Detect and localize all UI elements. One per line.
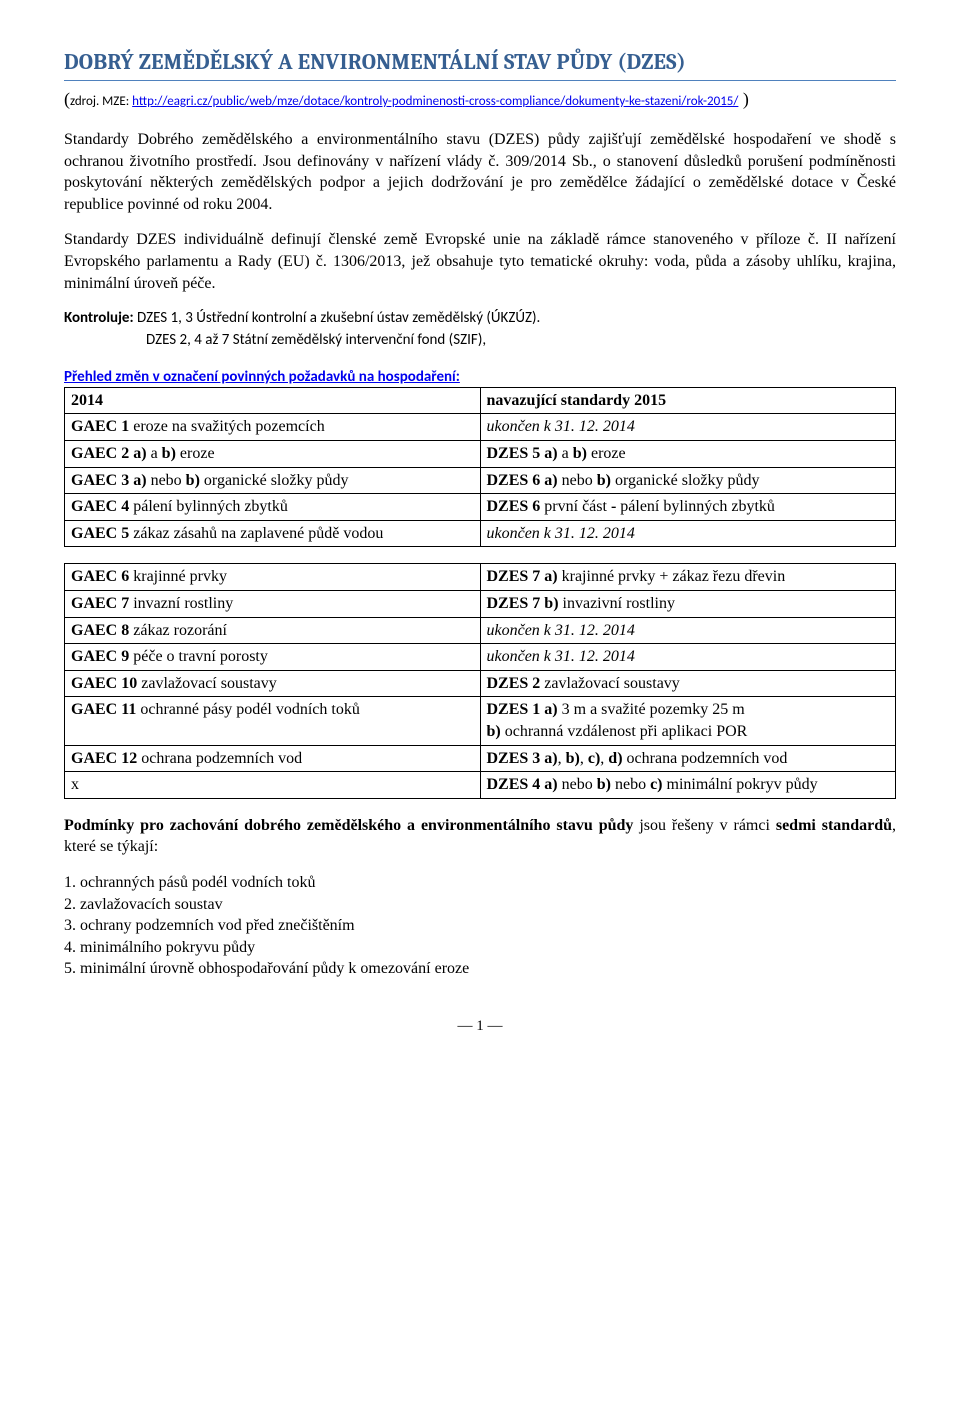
table-cell-right: DZES 7 a) krajinné prvky + zákaz řezu dř… bbox=[480, 564, 896, 591]
cond-bold-1: Podmínky pro zachování dobrého zemědělsk… bbox=[64, 817, 633, 834]
changes-table-2: GAEC 6 krajinné prvkyDZES 7 a) krajinné … bbox=[64, 563, 896, 798]
table-row: 2014navazující standardy 2015 bbox=[65, 387, 896, 414]
table-row: GAEC 7 invazní rostlinyDZES 7 b) invaziv… bbox=[65, 591, 896, 618]
source-url-link[interactable]: http://eagri.cz/public/web/mze/dotace/ko… bbox=[132, 94, 738, 109]
table-row: GAEC 10 zavlažovací soustavyDZES 2 zavla… bbox=[65, 670, 896, 697]
source-line: (zdroj. MZE: http://eagri.cz/public/web/… bbox=[64, 87, 896, 111]
conditions-paragraph: Podmínky pro zachování dobrého zemědělsk… bbox=[64, 815, 896, 858]
list-item: 4. minimálního pokryvu půdy bbox=[64, 937, 896, 959]
list-item: 1. ochranných pásů podél vodních toků bbox=[64, 872, 896, 894]
numbered-list: 1. ochranných pásů podél vodních toků2. … bbox=[64, 872, 896, 980]
table-cell-left: GAEC 10 zavlažovací soustavy bbox=[65, 670, 481, 697]
list-item: 2. zavlažovacích soustav bbox=[64, 894, 896, 916]
table-cell-left: GAEC 9 péče o travní porosty bbox=[65, 644, 481, 671]
table-row: GAEC 1 eroze na svažitých pozemcíchukonč… bbox=[65, 414, 896, 441]
kontroluje-line-2: DZES 2, 4 až 7 Státní zemědělský interve… bbox=[146, 330, 896, 350]
changes-table-1: 2014navazující standardy 2015GAEC 1 eroz… bbox=[64, 387, 896, 548]
page-title: DOBRÝ ZEMĚDĚLSKÝ A ENVIRONMENTÁLNÍ STAV … bbox=[64, 48, 896, 81]
table-cell-left: GAEC 1 eroze na svažitých pozemcích bbox=[65, 414, 481, 441]
list-item: 3. ochrany podzemních vod před znečištěn… bbox=[64, 915, 896, 937]
table-cell-left: GAEC 3 a) nebo b) organické složky půdy bbox=[65, 467, 481, 494]
source-lead: zdroj. MZE: bbox=[70, 94, 132, 109]
paragraph-2: Standardy DZES individuálně definují čle… bbox=[64, 229, 896, 294]
table-cell-right: ukončen k 31. 12. 2014 bbox=[480, 520, 896, 547]
table-cell-right: ukončen k 31. 12. 2014 bbox=[480, 414, 896, 441]
table-cell-right: ukončen k 31. 12. 2014 bbox=[480, 644, 896, 671]
paren-close: ) bbox=[738, 89, 749, 109]
table-row: GAEC 11 ochranné pásy podél vodních toků… bbox=[65, 697, 896, 745]
table-cell-left: GAEC 7 invazní rostliny bbox=[65, 591, 481, 618]
cond-bold-2: sedmi standardů bbox=[776, 817, 892, 834]
kontroluje-label: Kontroluje: bbox=[64, 309, 134, 327]
table-row: GAEC 12 ochrana podzemních vodDZES 3 a),… bbox=[65, 745, 896, 772]
table-cell-left: GAEC 12 ochrana podzemních vod bbox=[65, 745, 481, 772]
table-cell-left: GAEC 11 ochranné pásy podél vodních toků bbox=[65, 697, 481, 745]
table-cell-right: ukončen k 31. 12. 2014 bbox=[480, 617, 896, 644]
page-number: ― 1 ― bbox=[64, 1016, 896, 1036]
table-cell-right: DZES 6 a) nebo b) organické složky půdy bbox=[480, 467, 896, 494]
table-row: xDZES 4 a) nebo b) nebo c) minimální pok… bbox=[65, 772, 896, 799]
section-header-link[interactable]: Přehled změn v označení povinných požada… bbox=[64, 367, 896, 387]
table-cell-right: DZES 3 a), b), c), d) ochrana podzemních… bbox=[480, 745, 896, 772]
kontroluje-line-1: Kontroluje: DZES 1, 3 Ústřední kontrolní… bbox=[64, 308, 896, 328]
table-cell-right: DZES 6 první část - pálení bylinných zby… bbox=[480, 494, 896, 521]
table-cell-left: GAEC 4 pálení bylinných zbytků bbox=[65, 494, 481, 521]
table-row: GAEC 8 zákaz rozoráníukončen k 31. 12. 2… bbox=[65, 617, 896, 644]
table-cell-right: DZES 4 a) nebo b) nebo c) minimální pokr… bbox=[480, 772, 896, 799]
table-row: GAEC 5 zákaz zásahů na zaplavené půdě vo… bbox=[65, 520, 896, 547]
table-cell-right: DZES 2 zavlažovací soustavy bbox=[480, 670, 896, 697]
table-cell-left: GAEC 8 zákaz rozorání bbox=[65, 617, 481, 644]
kontroluje-text-1: DZES 1, 3 Ústřední kontrolní a zkušební … bbox=[134, 309, 541, 327]
table-cell-left: GAEC 5 zákaz zásahů na zaplavené půdě vo… bbox=[65, 520, 481, 547]
table-row: GAEC 6 krajinné prvkyDZES 7 a) krajinné … bbox=[65, 564, 896, 591]
list-item: 5. minimální úrovně obhospodařování půdy… bbox=[64, 958, 896, 980]
table-cell-right: DZES 1 a) 3 m a svažité pozemky 25 mb) o… bbox=[480, 697, 896, 745]
table-cell-left: GAEC 6 krajinné prvky bbox=[65, 564, 481, 591]
table-cell-right: DZES 7 b) invazivní rostliny bbox=[480, 591, 896, 618]
table-cell-left: x bbox=[65, 772, 481, 799]
table-row: GAEC 3 a) nebo b) organické složky půdyD… bbox=[65, 467, 896, 494]
table-row: GAEC 9 péče o travní porostyukončen k 31… bbox=[65, 644, 896, 671]
table-cell-right: navazující standardy 2015 bbox=[480, 387, 896, 414]
table-row: GAEC 2 a) a b) erozeDZES 5 a) a b) eroze bbox=[65, 441, 896, 468]
paragraph-1: Standardy Dobrého zemědělského a environ… bbox=[64, 129, 896, 215]
table-cell-left: GAEC 2 a) a b) eroze bbox=[65, 441, 481, 468]
table-row: GAEC 4 pálení bylinných zbytkůDZES 6 prv… bbox=[65, 494, 896, 521]
cond-rest-1: jsou řešeny v rámci bbox=[633, 817, 775, 834]
table-cell-left: 2014 bbox=[65, 387, 481, 414]
table-cell-right: DZES 5 a) a b) eroze bbox=[480, 441, 896, 468]
